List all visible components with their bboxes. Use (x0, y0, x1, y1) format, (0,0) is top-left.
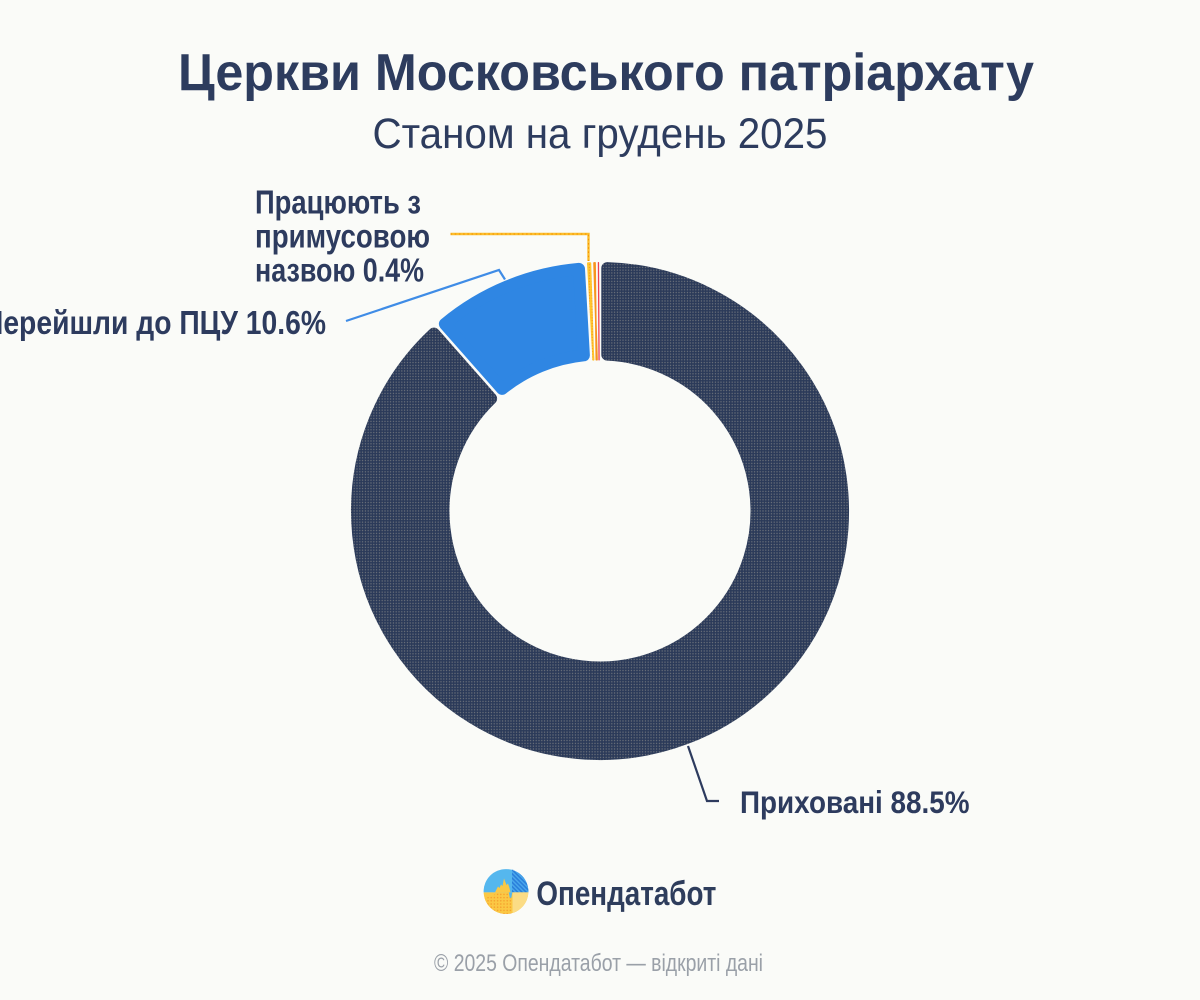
svg-text:Приховані 88.5%: Приховані 88.5% (740, 784, 970, 820)
svg-text:Церкви Московського патріархат: Церкви Московського патріархату (178, 44, 1034, 102)
svg-text:Станом на грудень 2025: Станом на грудень 2025 (373, 110, 828, 158)
svg-text:Перейшли до ПЦУ 10.6%: Перейшли до ПЦУ 10.6% (0, 304, 326, 341)
svg-text:© 2025 Опендатабот — відкриті: © 2025 Опендатабот — відкриті дані (434, 950, 763, 977)
svg-text:Опендатабот: Опендатабот (536, 875, 716, 913)
svg-text:примусовою: примусовою (255, 218, 430, 255)
svg-text:Працюють з: Працюють з (255, 184, 421, 221)
svg-text:назвою 0.4%: назвою 0.4% (255, 252, 424, 289)
